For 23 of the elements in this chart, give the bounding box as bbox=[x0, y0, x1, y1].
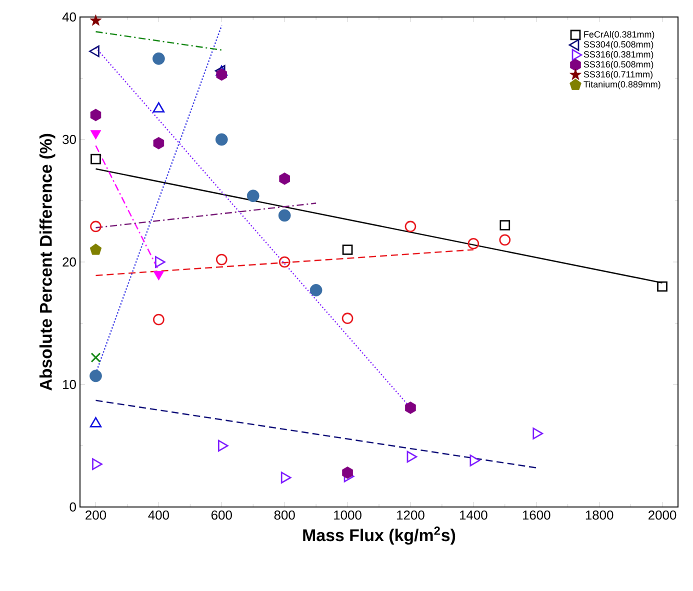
y-tick-label: 0 bbox=[70, 502, 76, 512]
x-tick-label: 2000 bbox=[648, 510, 676, 520]
legend-label: SS316(0.381mm) bbox=[584, 50, 654, 60]
x-tick-label: 200 bbox=[86, 510, 106, 520]
x-tick-label: 1200 bbox=[397, 510, 424, 520]
legend-label: SS316(0.711mm) bbox=[584, 70, 653, 80]
x-tick-label: 1800 bbox=[586, 510, 614, 520]
legend-label: SS316(0.508mm) bbox=[584, 60, 654, 70]
y-tick-label: 40 bbox=[62, 12, 76, 22]
y-tick-label: 30 bbox=[62, 134, 76, 144]
legend-label: Titanium(0.889mm) bbox=[584, 80, 660, 90]
x-axis-title: Mass Flux (kg/m$^{2}$s) bbox=[303, 526, 456, 545]
x-tick-label: 800 bbox=[274, 510, 295, 520]
x-tick-label: 1000 bbox=[334, 510, 362, 520]
legend-label: SS304(0.508mm) bbox=[584, 40, 654, 50]
legend-label: FeCrAl(0.381mm) bbox=[584, 30, 654, 40]
x-tick-label: 1400 bbox=[460, 510, 488, 520]
y-axis-title: Absolute Percent Difference (%) bbox=[39, 134, 56, 391]
y-tick-label: 20 bbox=[62, 257, 76, 267]
y-tick-label: 10 bbox=[63, 380, 76, 390]
x-tick-label: 1600 bbox=[522, 510, 550, 520]
x-tick-label: 400 bbox=[148, 510, 169, 520]
x-tick-label: 600 bbox=[211, 510, 232, 520]
